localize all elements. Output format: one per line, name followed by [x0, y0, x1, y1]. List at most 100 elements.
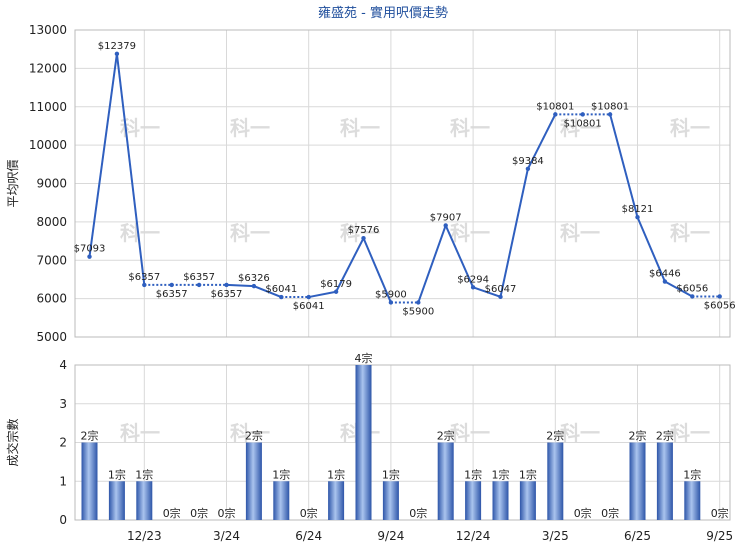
- series-segment: [499, 168, 529, 298]
- series-segment: [444, 225, 475, 288]
- bar-label: 1宗: [327, 467, 345, 481]
- y-tick-label: 1: [59, 474, 67, 488]
- watermark-text: 科一: [120, 421, 160, 445]
- bar: [108, 481, 125, 520]
- bar: [465, 481, 482, 520]
- bar-label: 2宗: [81, 429, 99, 443]
- series-segment: [115, 53, 146, 286]
- data-point: [443, 223, 448, 228]
- series-segment: [335, 237, 365, 293]
- plot-frame: [74, 364, 731, 521]
- series-segment: [88, 53, 118, 257]
- watermark-text: 科一: [560, 221, 600, 245]
- y-tick-label: 5000: [36, 330, 67, 344]
- bar: [492, 481, 509, 520]
- series-segment: [308, 290, 337, 299]
- data-label: $6326: [238, 273, 270, 284]
- data-label: $6357: [183, 272, 215, 283]
- bar: [547, 442, 564, 520]
- y-tick-label: 10000: [29, 138, 67, 152]
- data-label: $6357: [211, 289, 243, 300]
- watermark-text: 科一: [230, 221, 270, 245]
- y-tick-label: 3: [59, 397, 67, 411]
- data-label: $6041: [265, 284, 297, 295]
- watermark-text: 科一: [670, 116, 710, 140]
- watermark-text: 科一: [230, 421, 270, 445]
- y-tick-label: 4: [59, 358, 67, 372]
- data-point: [169, 282, 174, 288]
- data-point: [142, 282, 147, 288]
- x-tick-label: 6/24: [295, 529, 322, 543]
- bar-label: 2宗: [437, 429, 455, 443]
- data-point: [662, 279, 668, 284]
- bar-label: 0宗: [190, 506, 208, 520]
- x-tick-label: 6/25: [624, 529, 651, 543]
- data-point: [251, 283, 257, 289]
- y-tick-label: 9000: [36, 177, 67, 191]
- data-label: $12379: [98, 41, 136, 52]
- series-segment: [636, 216, 666, 282]
- watermark-text: 科一: [560, 421, 600, 445]
- data-label: $6179: [320, 279, 352, 290]
- data-label: $6056: [676, 283, 708, 294]
- bar: [355, 365, 372, 520]
- series-segment: [664, 280, 693, 298]
- watermark-text: 科一: [230, 116, 270, 140]
- series-segment: [417, 225, 447, 303]
- y-tick-label: 8000: [36, 215, 67, 229]
- data-point: [717, 294, 722, 299]
- watermark-text: 科一: [670, 221, 710, 245]
- data-point: [388, 300, 394, 305]
- watermark-text: 科一: [340, 221, 380, 245]
- bar-label: 1宗: [492, 467, 510, 481]
- x-tick-label: 9/24: [377, 529, 404, 543]
- bar-label: 1宗: [519, 467, 537, 481]
- data-point: [553, 112, 558, 117]
- bar: [437, 442, 454, 520]
- bar-label: 2宗: [656, 429, 674, 443]
- data-label: $6047: [485, 284, 517, 295]
- volume-bar-chart: 0 1 2 3 4 成交宗數 2宗 1宗 1宗 0宗 0宗 0宗 2宗 1宗 0宗 1宗 4宗 1宗 0宗 2宗 1宗 1…: [5, 351, 733, 543]
- x-tick-label: 3/25: [542, 529, 569, 543]
- watermark-layer: 科一科一科一科一科一科一科一科一科一科一科一科一科一科一科一科一科一科一: [120, 116, 710, 445]
- bar-label: 1宗: [108, 467, 126, 481]
- bar-label: 0宗: [574, 506, 592, 520]
- series-segment: [362, 237, 392, 303]
- bar-label: 1宗: [272, 467, 290, 481]
- data-label: $6357: [128, 272, 160, 283]
- bar: [136, 481, 153, 520]
- bar-label: 2宗: [629, 429, 647, 443]
- bar-label: 1宗: [683, 467, 701, 481]
- y-tick-label: 6000: [36, 292, 67, 306]
- data-label: $6056: [704, 300, 736, 311]
- series-segment: [253, 285, 282, 298]
- bar: [684, 481, 701, 520]
- x-tick-label: 12/24: [456, 529, 491, 543]
- data-label: $9384: [512, 156, 544, 167]
- bar-label: 0宗: [409, 506, 427, 520]
- bar-label: 1宗: [135, 467, 153, 481]
- x-tick-label: 9/25: [706, 529, 733, 543]
- y-tick-label: 7000: [36, 253, 67, 267]
- data-label: $6357: [156, 289, 188, 300]
- data-label: $8121: [622, 204, 654, 215]
- data-label: $7907: [430, 212, 462, 223]
- bar-label: 0宗: [163, 506, 181, 520]
- data-point: [196, 282, 202, 288]
- data-point: [87, 254, 92, 259]
- y-tick-label: 13000: [29, 23, 67, 37]
- data-label: $5900: [402, 306, 434, 317]
- data-point: [607, 112, 613, 117]
- data-point: [498, 294, 503, 300]
- bar-label: 1宗: [464, 467, 482, 481]
- data-point: [224, 282, 229, 288]
- watermark-text: 科一: [450, 421, 490, 445]
- bar: [328, 481, 345, 520]
- y-axis-label: 成交宗數: [5, 418, 20, 466]
- chart-title: 雍盛苑 - 實用呎價走勢: [318, 5, 448, 21]
- bar-label: 4宗: [355, 351, 373, 365]
- y-tick-label: 12000: [29, 61, 67, 75]
- bar: [245, 442, 262, 520]
- bar-label: 0宗: [300, 506, 318, 520]
